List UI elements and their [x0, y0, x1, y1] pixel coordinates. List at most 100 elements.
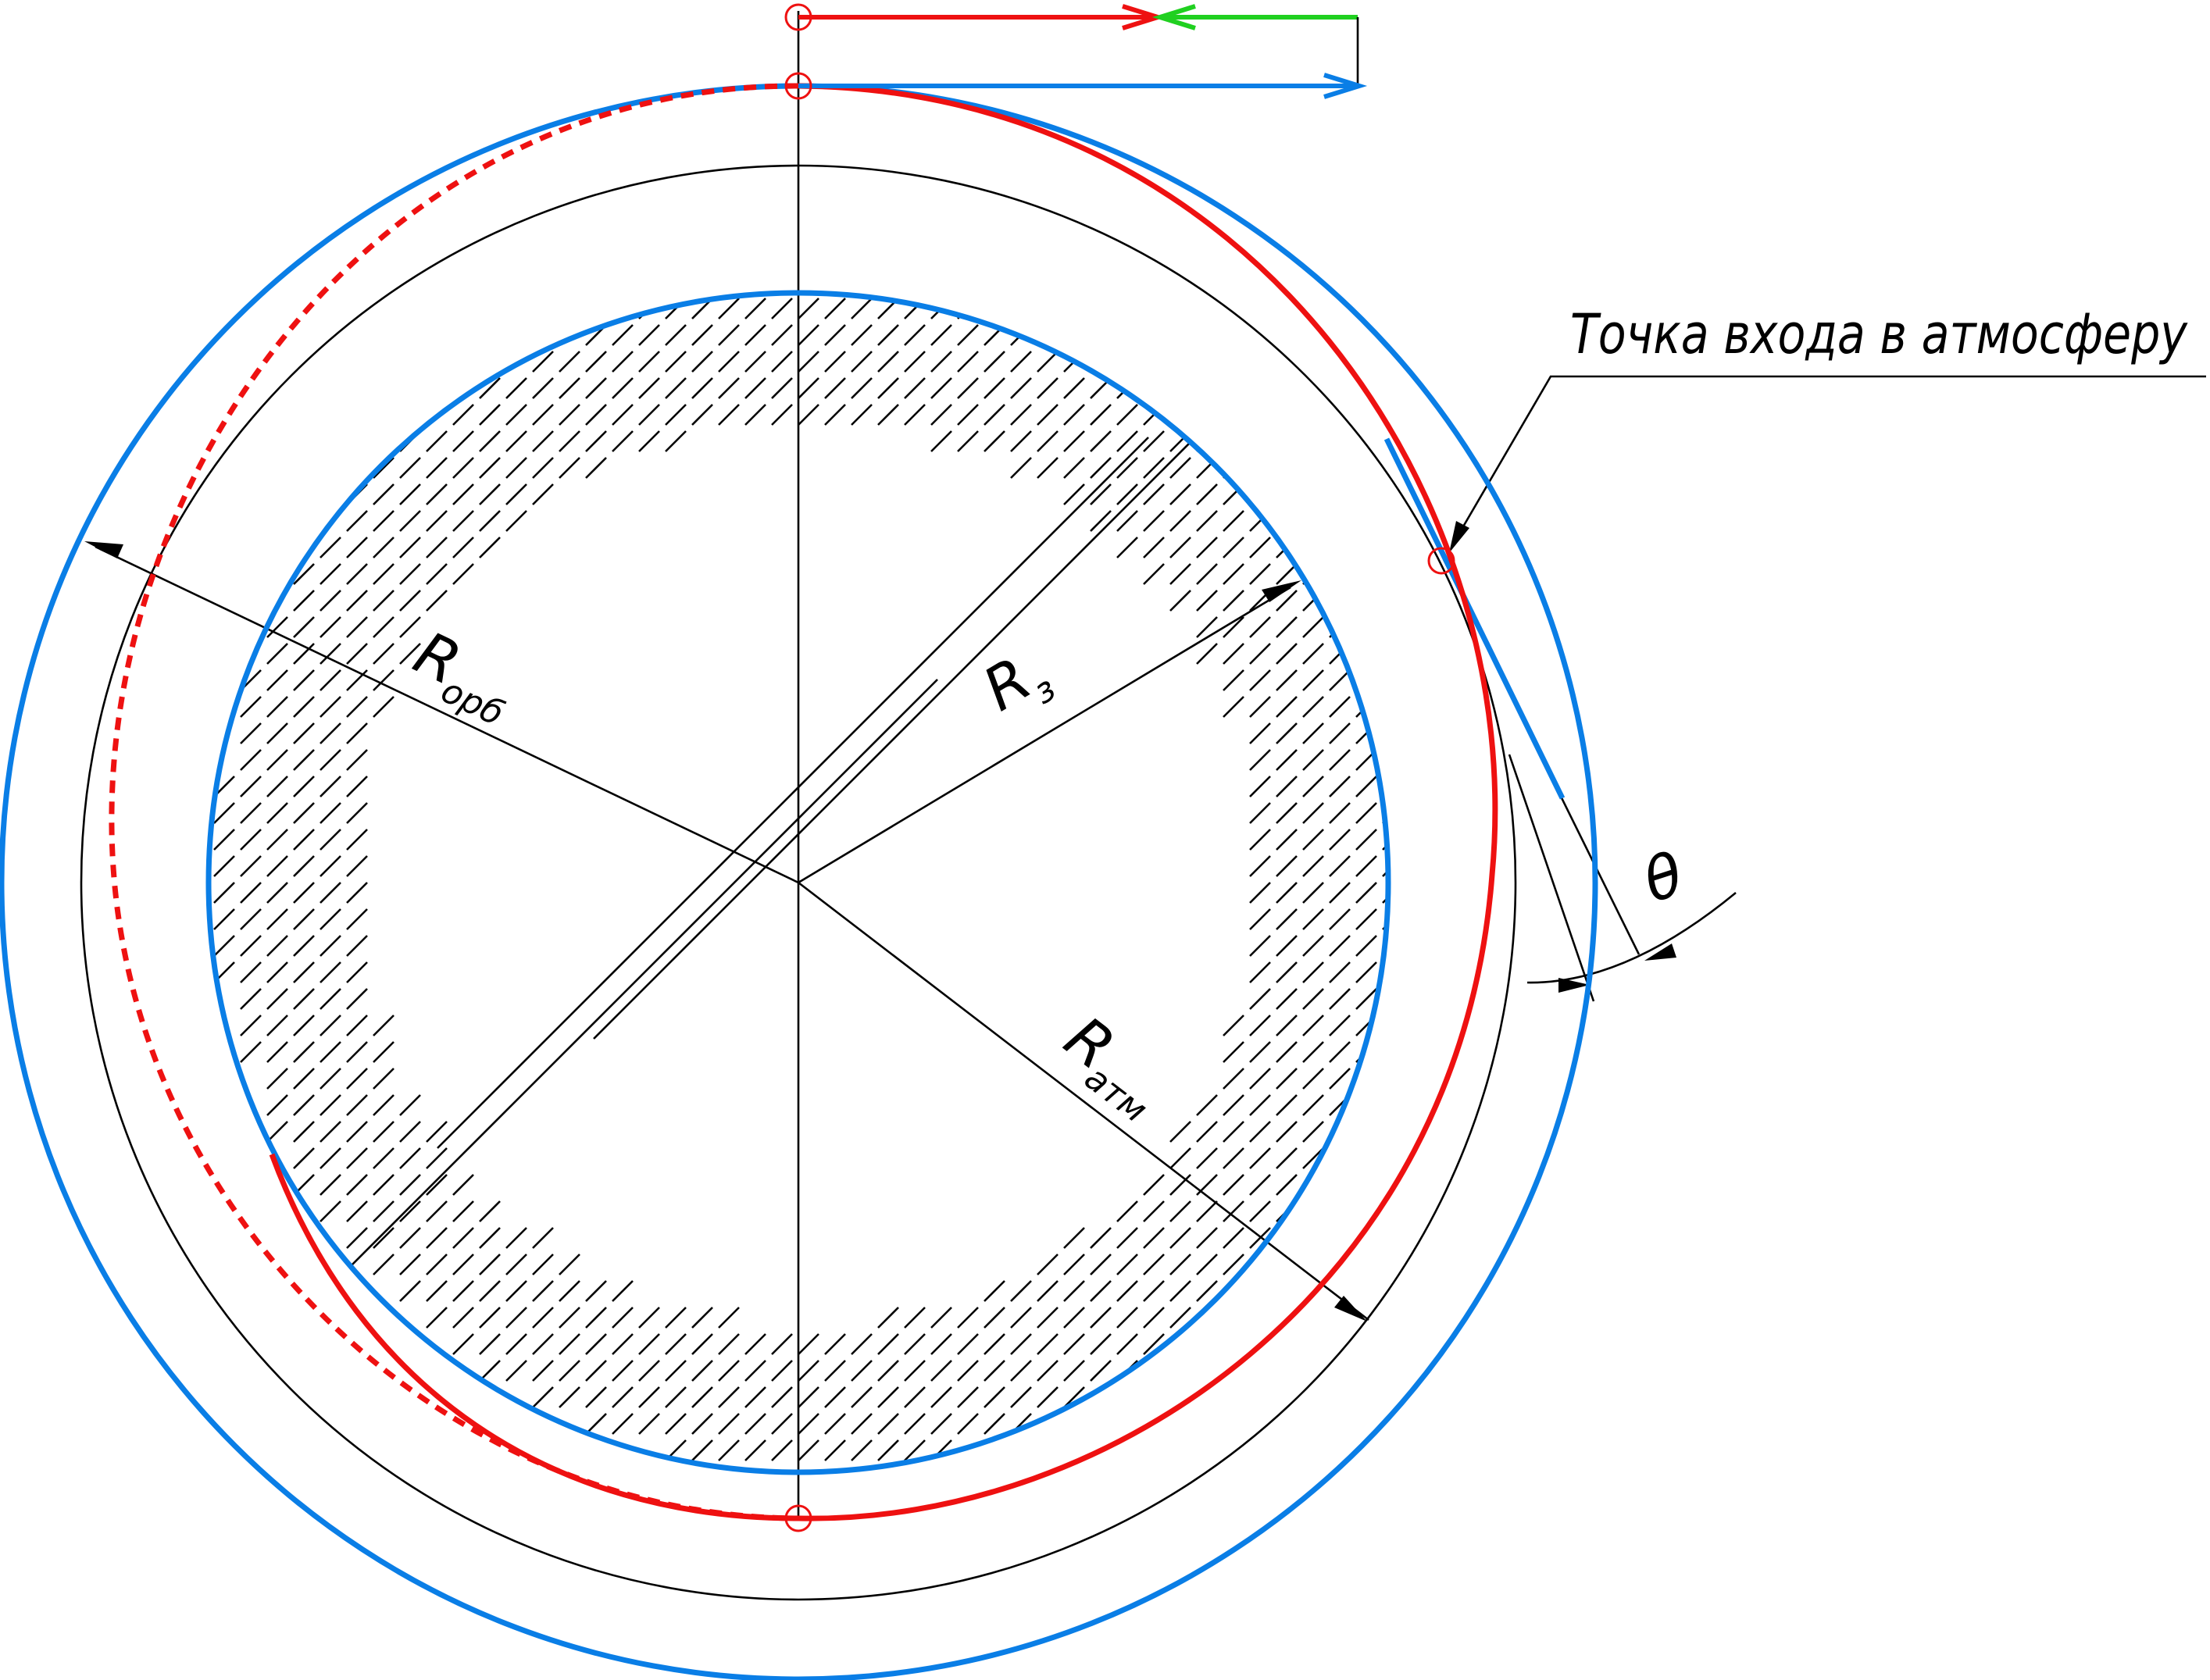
hatch-stroke [214, 936, 234, 956]
hatch-stroke [373, 697, 394, 717]
hatch-stroke [267, 1015, 287, 1036]
hatch-stroke [1037, 1307, 1058, 1328]
hatch-stroke [347, 1068, 367, 1089]
hatch-stroke [373, 1095, 394, 1115]
hatch-stroke [1223, 564, 1244, 584]
hatch-stroke [294, 829, 314, 850]
hatch-stroke [453, 1254, 473, 1275]
hatch-stroke [241, 962, 261, 983]
hatch-stroke [1276, 617, 1297, 637]
hatch-stroke [905, 1387, 925, 1407]
hatch-stroke [1091, 484, 1111, 505]
hatch-stroke [612, 431, 633, 451]
hatch-stroke [294, 1015, 314, 1036]
hatch-stroke [1250, 617, 1270, 637]
hatch-stroke [745, 1387, 766, 1407]
hatch-stroke [1091, 1281, 1111, 1301]
hatch-stroke [267, 750, 287, 770]
hatch-stroke [1330, 1068, 1350, 1089]
hatch-stroke [1356, 803, 1376, 823]
hatch-stroke [347, 829, 367, 850]
hatch-stroke [241, 1042, 261, 1062]
hatch-stroke [692, 1414, 712, 1434]
hatch-stroke [772, 298, 792, 319]
hatch-stroke [453, 405, 473, 425]
hatch-stroke [931, 405, 951, 425]
hatch-stroke [1144, 1254, 1164, 1275]
hatch-stroke [666, 351, 686, 372]
hatch-stroke [347, 1201, 367, 1222]
hatch-stroke [984, 1307, 1005, 1328]
hatch-stroke [612, 1334, 633, 1354]
hatch-stroke [559, 1361, 580, 1381]
hatch-stroke [1037, 405, 1058, 425]
hatch-stroke [1330, 962, 1350, 983]
hatch-stroke [1197, 1095, 1217, 1115]
hatch-stroke [1303, 750, 1323, 770]
hatch-stroke [347, 511, 367, 531]
hatch-stroke [825, 298, 845, 319]
hatch-stroke [1356, 776, 1376, 797]
hatch-stroke [267, 1095, 287, 1115]
hatch-stroke [347, 962, 367, 983]
hatch-stroke [639, 1334, 659, 1354]
hatch-stroke [320, 1042, 341, 1062]
hatch-stroke [347, 644, 367, 664]
hatch-stroke [241, 750, 261, 770]
hatch-stroke [1064, 458, 1084, 478]
earth-radius-line [798, 587, 1291, 883]
hatch-stroke [586, 1361, 606, 1381]
hatch-stroke [1064, 1281, 1084, 1301]
hatch-stroke [453, 1201, 473, 1222]
hatch-stroke [294, 1068, 314, 1089]
hatch-stroke [320, 883, 341, 903]
hatch-stroke [1197, 1175, 1217, 1195]
hatch-stroke [1170, 405, 1191, 425]
hatch-stroke [1250, 803, 1270, 823]
hatch-stroke [666, 325, 686, 345]
hatch-stroke [1011, 378, 1031, 398]
hatch-stroke [320, 1148, 341, 1168]
hatch-stroke [1064, 484, 1084, 505]
hatch-stroke [267, 1042, 287, 1062]
hatch-stroke [1011, 1281, 1031, 1301]
hatch-stroke [400, 1281, 420, 1301]
hatch-stroke [320, 537, 341, 558]
entry-point-leader-arrowhead [1449, 521, 1469, 553]
hatch-stroke [1250, 1042, 1270, 1062]
hatch-stroke [427, 484, 447, 505]
hatch-stroke [1250, 564, 1270, 584]
hatch-stroke [267, 697, 287, 717]
hatch-stroke [1276, 670, 1297, 690]
hatch-stroke [373, 1068, 394, 1089]
hatch-stroke [320, 776, 341, 797]
hatch-stroke [373, 1015, 394, 1036]
hatch-stroke [852, 1387, 872, 1407]
hatch-stroke [1303, 670, 1323, 690]
hatch-stroke [1250, 697, 1270, 717]
entry-velocity-tangent-line [1387, 439, 1562, 798]
hatch-stroke [798, 1440, 819, 1461]
hatch-stroke [373, 590, 394, 611]
hatch-stroke [692, 1440, 712, 1461]
hatch-stroke [692, 1387, 712, 1407]
hatch-stroke [1276, 1068, 1297, 1089]
hatch-stroke [480, 1281, 500, 1301]
hatch-stroke [984, 1334, 1005, 1354]
hatch-stroke [320, 803, 341, 823]
hatch-stroke [427, 511, 447, 531]
hatch-stroke [1330, 989, 1350, 1009]
hatch-stroke [453, 564, 473, 584]
hatch-stroke [506, 484, 527, 505]
hatch-stroke [1250, 909, 1270, 929]
hatch-stroke [1276, 829, 1297, 850]
hatch-stroke [745, 405, 766, 425]
hatch-stroke [878, 1440, 898, 1461]
hatch-stroke [267, 1068, 287, 1089]
hatch-stroke [320, 670, 341, 690]
hatch-stroke [798, 1334, 819, 1354]
hatch-stroke [1170, 1148, 1191, 1168]
hatch-stroke [1064, 431, 1084, 451]
hatch-stroke [878, 1307, 898, 1328]
hatch-stroke [347, 1122, 367, 1142]
